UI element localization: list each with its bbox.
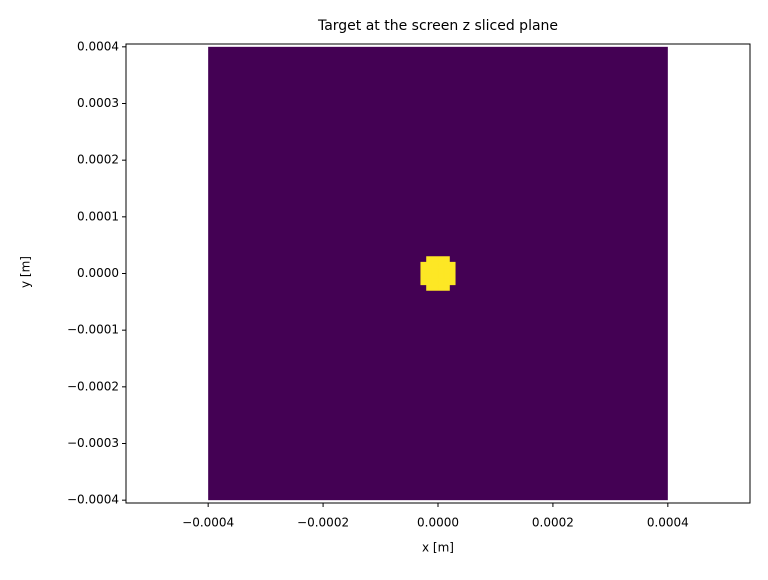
- y-tick-label: −0.0004: [67, 493, 119, 507]
- y-tick-label: −0.0003: [67, 436, 119, 450]
- y-axis-label: y [m]: [19, 256, 33, 288]
- target: [420, 256, 456, 291]
- y-tick-label: 0.0004: [77, 39, 119, 53]
- x-tick-label: 0.0000: [417, 516, 459, 530]
- x-tick-label: −0.0004: [182, 516, 234, 530]
- y-tick-label: −0.0002: [67, 379, 119, 393]
- x-axis-label: x [m]: [422, 541, 454, 555]
- y-tick-label: 0.0002: [77, 153, 119, 167]
- x-tick-label: −0.0002: [297, 516, 349, 530]
- chart-title: Target at the screen z sliced plane: [317, 18, 558, 34]
- y-tick-label: 0.0003: [77, 96, 119, 110]
- x-tick-label: 0.0002: [532, 516, 574, 530]
- y-tick-label: 0.0000: [77, 266, 119, 280]
- x-tick-label: 0.0004: [647, 516, 689, 530]
- y-tick-label: 0.0001: [77, 209, 119, 223]
- y-tick-label: −0.0001: [67, 323, 119, 337]
